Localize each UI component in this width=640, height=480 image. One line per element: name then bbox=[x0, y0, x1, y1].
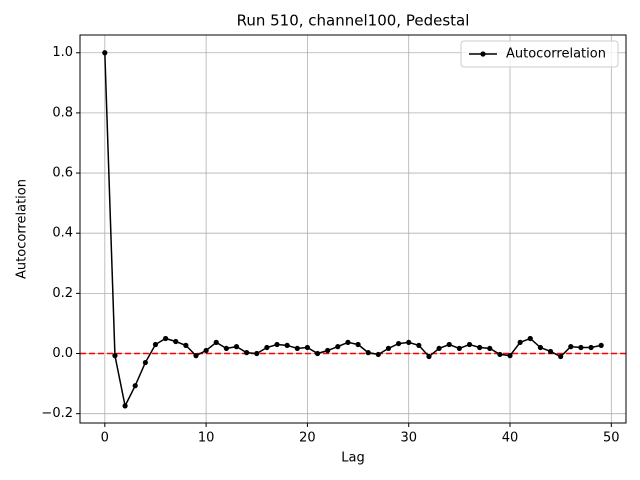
data-point bbox=[132, 383, 138, 389]
data-point bbox=[537, 344, 544, 351]
data-point bbox=[162, 335, 169, 342]
x-tick-label: 10 bbox=[198, 431, 215, 446]
data-point bbox=[466, 341, 473, 348]
y-axis-label: Autocorrelation bbox=[15, 179, 30, 279]
data-point bbox=[213, 339, 219, 345]
data-point bbox=[436, 345, 442, 352]
data-point bbox=[112, 353, 118, 359]
data-point bbox=[304, 344, 311, 351]
legend-marker bbox=[480, 51, 486, 57]
data-point bbox=[487, 345, 493, 352]
data-point bbox=[244, 350, 250, 356]
y-tick-label: 0.8 bbox=[52, 105, 73, 120]
data-point bbox=[456, 345, 462, 352]
data-point bbox=[558, 353, 564, 360]
data-point bbox=[385, 345, 392, 352]
data-point bbox=[426, 353, 432, 360]
data-point bbox=[527, 335, 533, 342]
data-point bbox=[254, 350, 260, 357]
x-tick-label: 40 bbox=[502, 431, 519, 446]
legend-box bbox=[460, 40, 619, 68]
data-point bbox=[122, 403, 128, 409]
data-point bbox=[416, 342, 422, 348]
data-point bbox=[497, 351, 503, 358]
data-point bbox=[142, 359, 148, 366]
x-axis-label: Lag bbox=[341, 451, 364, 466]
data-point bbox=[477, 344, 483, 351]
y-tick-label: 1.0 bbox=[52, 45, 73, 60]
data-point bbox=[233, 344, 240, 350]
legend-label: Autocorrelation bbox=[506, 47, 606, 62]
data-point bbox=[294, 345, 300, 352]
data-point bbox=[365, 350, 371, 356]
data-point bbox=[284, 342, 290, 348]
data-point bbox=[446, 341, 452, 348]
data-point bbox=[547, 348, 554, 355]
data-point bbox=[183, 342, 189, 348]
x-tick-label: 0 bbox=[101, 431, 109, 446]
data-point bbox=[395, 340, 402, 347]
y-tick-label: 0.2 bbox=[52, 286, 73, 301]
y-tick-label: 0.0 bbox=[52, 346, 73, 361]
data-point bbox=[335, 344, 341, 350]
data-point bbox=[274, 341, 280, 348]
x-tick-label: 20 bbox=[299, 431, 316, 446]
data-point bbox=[264, 344, 270, 351]
data-point bbox=[588, 344, 594, 351]
data-point bbox=[598, 342, 604, 348]
data-point bbox=[568, 344, 574, 350]
plot-frame bbox=[79, 34, 627, 424]
chart-title: Run 510, channel100, Pedestal bbox=[237, 12, 470, 30]
y-tick-label: 0.6 bbox=[52, 166, 73, 181]
data-point bbox=[314, 350, 321, 357]
data-point bbox=[173, 338, 179, 345]
x-tick-label: 50 bbox=[603, 431, 620, 446]
data-point bbox=[406, 339, 412, 345]
data-point bbox=[517, 339, 523, 345]
data-point bbox=[325, 347, 331, 354]
data-point bbox=[507, 353, 513, 359]
data-point bbox=[375, 351, 381, 358]
data-point bbox=[152, 341, 159, 348]
legend: Autocorrelation bbox=[460, 40, 619, 68]
y-tick-label: −0.2 bbox=[41, 406, 73, 421]
data-point bbox=[193, 353, 199, 359]
data-point bbox=[223, 345, 229, 352]
data-point bbox=[345, 339, 351, 345]
x-tick-label: 30 bbox=[400, 431, 417, 446]
data-point bbox=[203, 347, 209, 354]
data-point bbox=[355, 341, 361, 348]
data-point bbox=[578, 344, 584, 351]
data-point bbox=[102, 50, 108, 56]
y-tick-label: 0.4 bbox=[52, 226, 73, 241]
